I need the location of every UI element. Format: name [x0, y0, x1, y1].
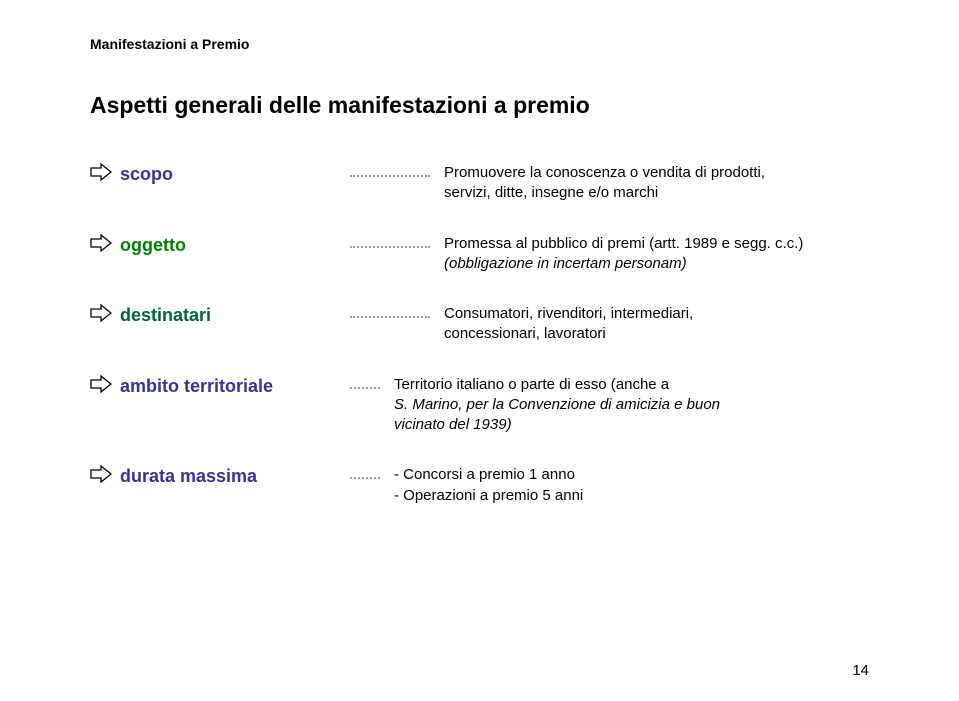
dotted-connector — [350, 387, 380, 389]
durata-desc-line2: - Operazioni a premio 5 anni — [394, 486, 869, 506]
scopo-desc: Promuovere la conoscenza o vendita di pr… — [430, 163, 869, 204]
oggetto-desc-line2: (obbligazione in incertam personam) — [444, 254, 869, 274]
page-number: 14 — [852, 662, 869, 679]
durata-label: durata massima — [120, 466, 257, 487]
oggetto-desc: Promessa al pubblico di premi (artt. 198… — [430, 234, 869, 275]
ambito-label: ambito territoriale — [120, 376, 273, 397]
row-durata: durata massima - Concorsi a premio 1 ann… — [90, 465, 869, 506]
page-title: Aspetti generali delle manifestazioni a … — [90, 92, 869, 119]
destinatari-desc-line1: Consumatori, rivenditori, intermediari, — [444, 304, 869, 324]
dotted-connector — [350, 316, 430, 318]
arrow-right-icon — [90, 375, 112, 398]
destinatari-desc: Consumatori, rivenditori, intermediari, … — [430, 304, 869, 345]
destinatari-desc-line2: concessionari, lavoratori — [444, 324, 869, 344]
header-label: Manifestazioni a Premio — [90, 36, 869, 52]
arrow-right-icon — [90, 163, 112, 186]
row-destinatari: destinatari Consumatori, rivenditori, in… — [90, 304, 869, 345]
scopo-desc-line1: Promuovere la conoscenza o vendita di pr… — [444, 163, 869, 183]
arrow-right-icon — [90, 234, 112, 257]
ambito-desc: Territorio italiano o parte di esso (anc… — [380, 375, 869, 436]
oggetto-desc-line1: Promessa al pubblico di premi (artt. 198… — [444, 234, 869, 254]
dotted-connector — [350, 477, 380, 479]
ambito-desc-line2: S. Marino, per la Convenzione di amicizi… — [394, 395, 869, 415]
ambito-desc-line3: vicinato del 1939) — [394, 415, 869, 435]
durata-desc-line1: - Concorsi a premio 1 anno — [394, 465, 869, 485]
scopo-desc-line2: servizi, ditte, insegne e/o marchi — [444, 183, 869, 203]
row-scopo: scopo Promuovere la conoscenza o vendita… — [90, 163, 869, 204]
destinatari-label: destinatari — [120, 305, 211, 326]
arrow-right-icon — [90, 304, 112, 327]
dotted-connector — [350, 246, 430, 248]
dotted-connector — [350, 175, 430, 177]
durata-desc: - Concorsi a premio 1 anno - Operazioni … — [380, 465, 869, 506]
oggetto-label: oggetto — [120, 235, 186, 256]
row-oggetto: oggetto Promessa al pubblico di premi (a… — [90, 234, 869, 275]
scopo-label: scopo — [120, 164, 173, 185]
ambito-desc-line1: Territorio italiano o parte di esso (anc… — [394, 375, 869, 395]
row-ambito: ambito territoriale Territorio italiano … — [90, 375, 869, 436]
arrow-right-icon — [90, 465, 112, 488]
